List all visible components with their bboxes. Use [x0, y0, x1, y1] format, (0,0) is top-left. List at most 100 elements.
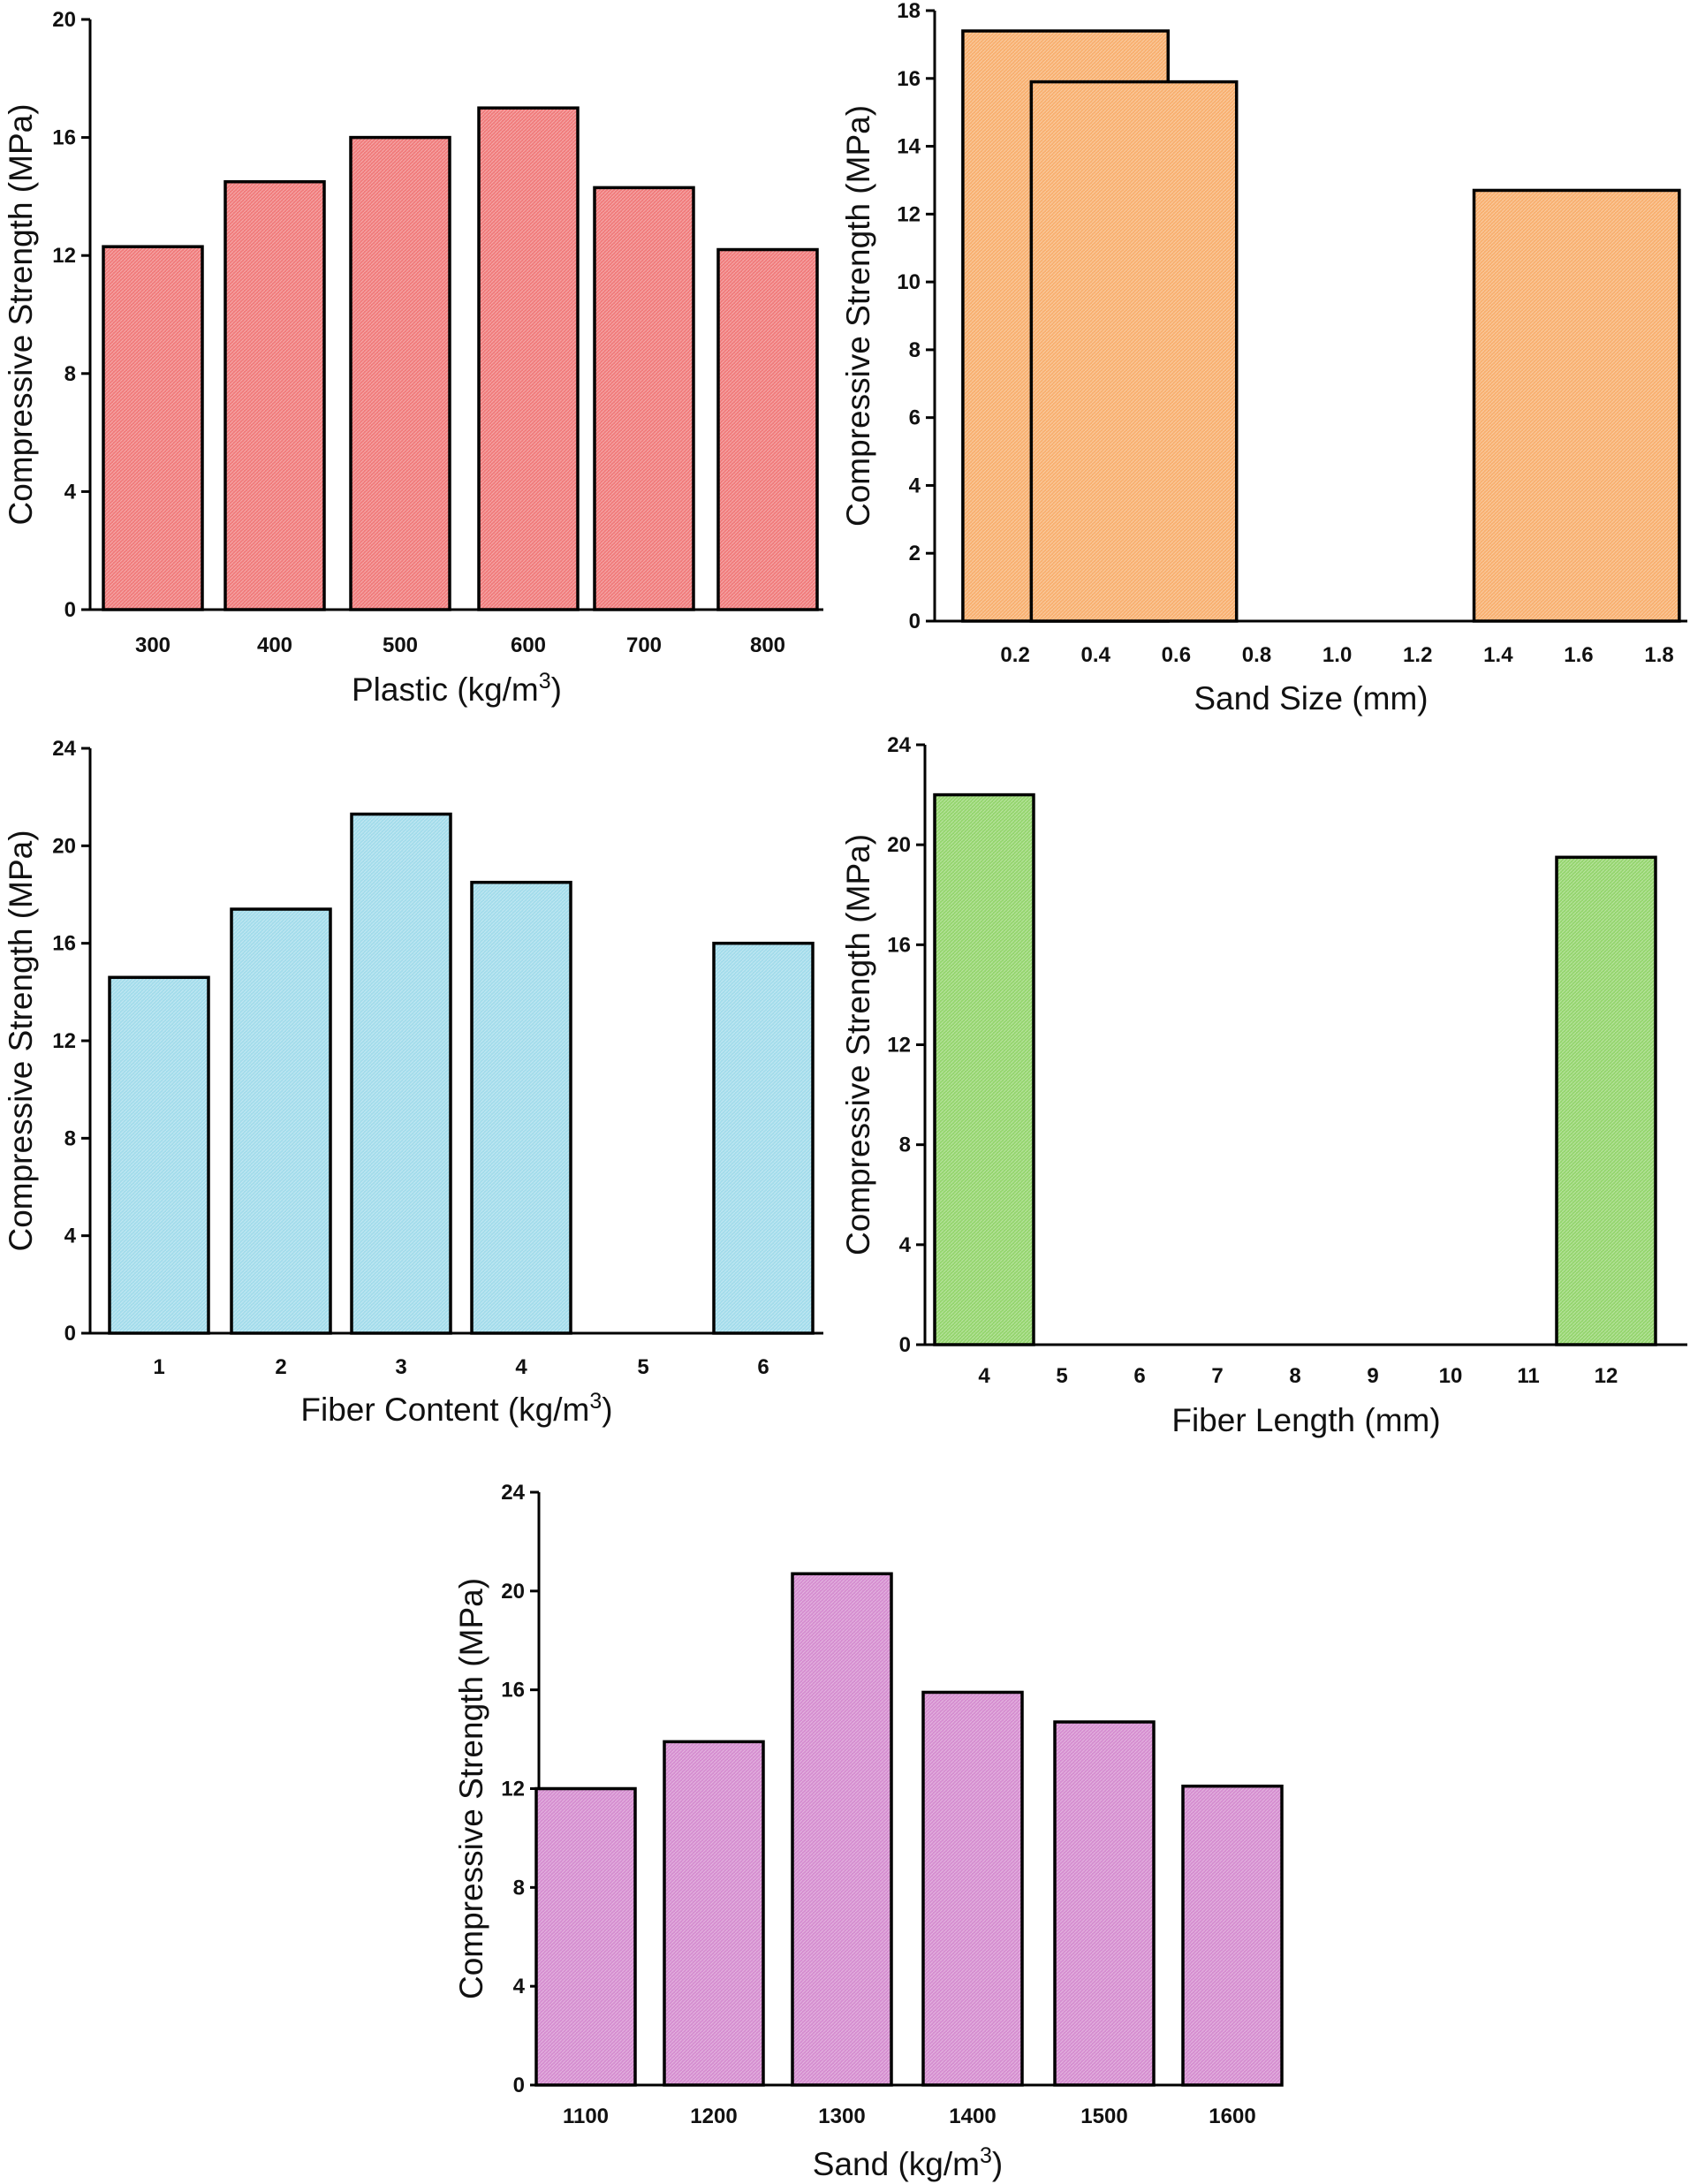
x-tick-label: 0.4: [1081, 643, 1111, 667]
bar: [593, 186, 695, 611]
y-axis-label: Compressive Strength (MPa): [840, 105, 876, 527]
y-tick-label: 16: [501, 1679, 525, 1702]
y-tick-label: 0: [909, 610, 921, 633]
x-tick-label: 1.6: [1564, 643, 1593, 667]
y-tick-label: 0: [513, 2074, 525, 2097]
x-tick-label: 1200: [690, 2104, 737, 2128]
bar: [712, 941, 815, 1335]
y-tick-label: 0: [64, 598, 76, 622]
x-tick-label: 1.4: [1483, 643, 1513, 667]
x-tick-label: 400: [257, 633, 292, 657]
y-tick-label: 20: [501, 1580, 525, 1604]
y-tick-label: 12: [897, 202, 921, 226]
x-tick-label: 1600: [1209, 2104, 1255, 2128]
x-tick-label: 0.8: [1242, 643, 1271, 667]
x-axis-label-text: Fiber Content (kg/m: [300, 1392, 589, 1428]
x-tick-label: 6: [757, 1355, 769, 1379]
x-axis-label: Plastic (kg/m3): [352, 669, 562, 708]
x-axis-label-text: Plastic (kg/m: [352, 671, 539, 708]
y-tick-label: 4: [899, 1233, 912, 1257]
x-tick-label: 7: [1211, 1364, 1223, 1388]
x-tick-label: 12: [1595, 1364, 1618, 1388]
x-tick-label: 11: [1517, 1364, 1539, 1388]
x-tick-label: 700: [626, 633, 662, 657]
x-tick-label: 10: [1439, 1364, 1463, 1388]
y-tick-label: 4: [64, 480, 77, 504]
x-axis-label-end: ): [551, 671, 562, 708]
x-tick-label: 4: [978, 1364, 990, 1388]
x-tick-label: 5: [637, 1355, 648, 1379]
x-tick-label: 2: [275, 1355, 286, 1379]
x-tick-label: 1.0: [1322, 643, 1352, 667]
bar: [1472, 188, 1681, 623]
x-tick-label: 300: [135, 633, 171, 657]
x-axis-label-superscript: 3: [980, 2143, 992, 2168]
y-axis-label: Compressive Strength (MPa): [3, 103, 39, 525]
y-tick-label: 12: [501, 1778, 525, 1801]
y-tick-label: 4: [909, 474, 921, 497]
y-tick-label: 8: [899, 1134, 911, 1157]
x-tick-label: 1100: [563, 2104, 609, 2128]
bar: [663, 1740, 765, 2087]
x-axis-label-superscript: 3: [589, 1389, 602, 1414]
y-tick-label: 6: [909, 406, 921, 430]
x-axis-label-text: Sand (kg/m: [813, 2146, 980, 2182]
x-tick-label: 600: [511, 633, 546, 657]
y-tick-label: 20: [52, 8, 76, 32]
y-tick-label: 2: [909, 542, 921, 565]
y-tick-label: 20: [52, 834, 76, 858]
y-tick-label: 24: [501, 1481, 525, 1505]
y-tick-label: 24: [52, 737, 76, 761]
y-axis-label: Compressive Strength (MPa): [3, 830, 39, 1251]
y-tick-label: 14: [897, 135, 921, 159]
bar: [1029, 80, 1239, 623]
x-axis-label-text: Sand Size (mm): [1194, 680, 1428, 717]
y-tick-label: 16: [887, 933, 911, 957]
x-tick-label: 8: [1289, 1364, 1300, 1388]
y-tick-label: 0: [64, 1322, 76, 1346]
x-tick-label: 0.6: [1162, 643, 1191, 667]
x-tick-label: 500: [383, 633, 418, 657]
x-tick-label: 1300: [818, 2104, 865, 2128]
x-tick-label: 800: [750, 633, 785, 657]
y-tick-label: 4: [64, 1225, 77, 1248]
x-axis-label-text: Fiber Length (mm): [1171, 1402, 1440, 1438]
x-tick-label: 9: [1367, 1364, 1378, 1388]
bar: [534, 1786, 637, 2087]
bar: [921, 1690, 1024, 2087]
bar: [224, 179, 326, 611]
x-tick-label: 3: [395, 1355, 406, 1379]
bar: [1555, 855, 1657, 1346]
y-tick-label: 10: [897, 270, 921, 294]
y-axis-label: Compressive Strength (MPa): [453, 1578, 489, 1999]
y-tick-label: 16: [897, 67, 921, 91]
y-tick-label: 18: [897, 0, 921, 23]
x-tick-label: 4: [515, 1355, 527, 1379]
y-tick-label: 8: [909, 338, 921, 362]
x-axis-label: Fiber Content (kg/m3): [300, 1389, 612, 1428]
y-axis-label: Compressive Strength (MPa): [840, 834, 876, 1255]
x-tick-label: 1: [153, 1355, 164, 1379]
y-tick-label: 8: [64, 1126, 76, 1150]
x-tick-label: 1.8: [1644, 643, 1673, 667]
chart-panel-middle-right: 0 4 8 12 16 20 24 4 5 6 7 8 9 10 11 12 Fiber Length (mm)…: [840, 733, 1687, 1438]
y-tick-label: 8: [513, 1876, 525, 1900]
bar: [470, 880, 572, 1335]
x-axis-label-superscript: 3: [539, 669, 551, 694]
bar: [716, 247, 819, 611]
bar: [791, 1572, 893, 2087]
y-tick-label: 24: [887, 733, 911, 757]
chart-panel-bottom: 0 4 8 12 16 20 24 1100 1200 1300 1400 1500 1600 Sand …: [453, 1481, 1284, 2182]
x-tick-label: 5: [1056, 1364, 1067, 1388]
bar: [933, 792, 1035, 1346]
bar: [102, 245, 204, 611]
y-tick-label: 20: [887, 833, 911, 857]
bar: [1181, 1784, 1284, 2087]
bar: [1053, 1720, 1156, 2087]
bar: [477, 106, 580, 611]
y-tick-label: 16: [52, 932, 76, 956]
x-axis-label: Sand (kg/m3): [813, 2143, 1003, 2182]
bar: [230, 907, 332, 1335]
y-tick-label: 12: [52, 244, 76, 268]
